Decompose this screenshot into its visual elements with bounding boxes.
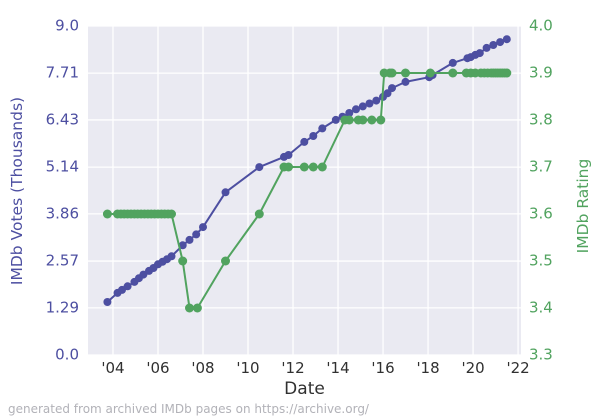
x-axis-label: Date bbox=[284, 379, 325, 399]
rating-marker bbox=[308, 162, 318, 172]
y-axis-left-label: IMDb Votes (Thousands) bbox=[8, 96, 26, 285]
rating-marker bbox=[299, 162, 309, 172]
x-axis-tick: '18 bbox=[416, 359, 440, 377]
y-axis-right-tick: 3.8 bbox=[529, 110, 553, 129]
votes-marker bbox=[383, 89, 392, 98]
rating-marker bbox=[367, 115, 377, 125]
votes-marker bbox=[185, 235, 194, 244]
rating-marker bbox=[376, 115, 386, 125]
x-axis-tick: '10 bbox=[236, 359, 260, 377]
y-axis-left-tick: 0.0 bbox=[55, 345, 79, 364]
votes-marker bbox=[192, 230, 201, 239]
votes-marker bbox=[496, 38, 505, 47]
votes-marker bbox=[388, 84, 396, 93]
y-axis-right-tick: 3.5 bbox=[529, 251, 553, 270]
x-axis-tick: '22 bbox=[506, 359, 530, 377]
votes-marker bbox=[221, 188, 230, 197]
x-axis-tick: '12 bbox=[281, 359, 305, 377]
x-axis-tick: '06 bbox=[146, 359, 170, 377]
rating-marker bbox=[317, 162, 327, 172]
votes-marker bbox=[358, 102, 367, 111]
votes-marker bbox=[178, 241, 187, 250]
x-axis-tick: '14 bbox=[326, 359, 350, 377]
rating-marker bbox=[254, 209, 264, 219]
x-axis-tick: '16 bbox=[371, 359, 395, 377]
votes-marker bbox=[300, 137, 309, 146]
y-axis-left-tick: 9.0 bbox=[55, 16, 79, 35]
rating-marker bbox=[358, 115, 368, 125]
votes-marker bbox=[255, 163, 264, 172]
rating-marker bbox=[185, 303, 194, 313]
rating-marker bbox=[167, 209, 176, 219]
rating-marker bbox=[178, 256, 188, 266]
rating-marker bbox=[102, 209, 112, 219]
y-axis-right-tick: 3.7 bbox=[529, 157, 553, 176]
x-axis-tick: '08 bbox=[191, 359, 215, 377]
votes-marker bbox=[167, 252, 176, 261]
votes-marker bbox=[331, 115, 340, 124]
y-axis-right-tick: 3.3 bbox=[529, 345, 553, 364]
votes-marker bbox=[475, 49, 484, 58]
votes-marker bbox=[345, 109, 354, 117]
votes-marker bbox=[309, 132, 318, 140]
y-axis-right-tick: 3.6 bbox=[529, 204, 553, 223]
y-axis-left-tick: 6.43 bbox=[45, 110, 79, 129]
rating-marker bbox=[425, 68, 435, 78]
y-axis-right-tick: 3.4 bbox=[529, 298, 553, 317]
y-axis-left-tick: 5.14 bbox=[45, 157, 79, 176]
y-axis-right-tick: 4.0 bbox=[529, 16, 553, 35]
y-axis-right-tick: 3.9 bbox=[529, 63, 553, 82]
votes-marker bbox=[352, 105, 360, 114]
rating-marker bbox=[387, 68, 397, 78]
votes-marker bbox=[401, 77, 410, 86]
y-axis-right-label: IMDb Rating bbox=[574, 158, 592, 253]
rating-marker bbox=[221, 256, 230, 266]
votes-marker bbox=[318, 124, 327, 133]
rating-marker bbox=[448, 68, 458, 78]
votes-marker bbox=[502, 35, 511, 44]
votes-marker bbox=[199, 223, 207, 232]
votes-marker bbox=[365, 99, 374, 108]
rating-marker bbox=[284, 162, 293, 172]
y-axis-left-tick: 7.71 bbox=[45, 63, 79, 82]
votes-marker bbox=[372, 96, 381, 105]
votes-marker bbox=[489, 41, 498, 49]
x-axis-tick: '20 bbox=[461, 359, 485, 377]
votes-marker bbox=[123, 282, 132, 291]
votes-marker bbox=[284, 151, 293, 159]
rating-marker bbox=[344, 115, 354, 125]
y-axis-left-tick: 1.29 bbox=[45, 298, 79, 317]
y-axis-left-tick: 3.86 bbox=[45, 204, 79, 223]
plot-background bbox=[88, 26, 521, 355]
votes-marker bbox=[103, 298, 112, 306]
votes-marker bbox=[482, 43, 491, 52]
rating-marker bbox=[502, 68, 512, 78]
rating-marker bbox=[192, 303, 202, 313]
rating-marker bbox=[401, 68, 410, 78]
y-axis-left-tick: 2.57 bbox=[45, 251, 79, 270]
x-axis-tick: '04 bbox=[101, 359, 125, 377]
source-note: generated from archived IMDb pages on ht… bbox=[8, 402, 369, 416]
votes-marker bbox=[448, 58, 457, 67]
